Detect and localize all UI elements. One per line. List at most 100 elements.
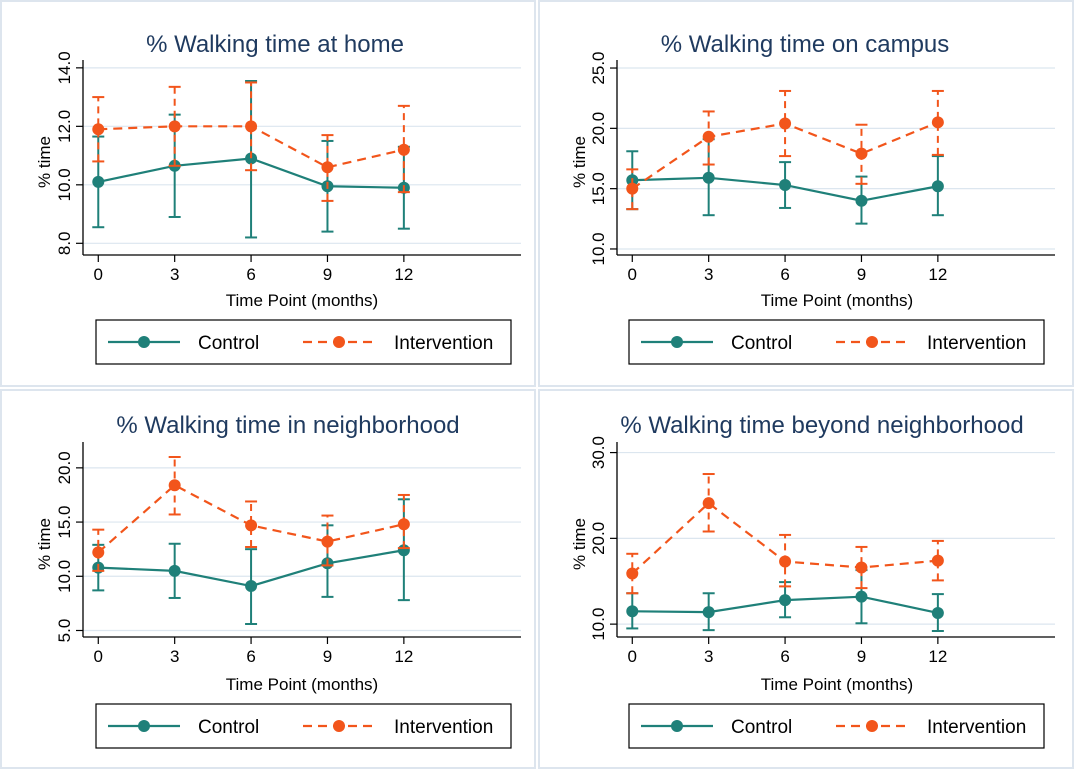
x-tick-label: 0 bbox=[628, 265, 637, 284]
legend-key-marker-intervention bbox=[866, 720, 878, 732]
legend-label-intervention: Intervention bbox=[927, 717, 1026, 738]
data-point bbox=[779, 594, 792, 607]
data-point bbox=[245, 152, 258, 165]
chart-title: % Walking time on campus bbox=[661, 31, 950, 58]
y-axis-label: % time bbox=[570, 518, 589, 570]
x-tick-label: 0 bbox=[94, 647, 103, 666]
y-tick-label: 15.0 bbox=[55, 506, 74, 539]
data-point bbox=[245, 580, 258, 593]
data-point bbox=[931, 554, 944, 567]
data-point bbox=[779, 179, 792, 192]
series-intervention bbox=[626, 473, 944, 595]
chart-title: % Walking time beyond neighborhood bbox=[620, 412, 1023, 439]
data-point bbox=[855, 561, 868, 574]
data-point bbox=[702, 606, 715, 619]
legend-key-marker-control bbox=[671, 720, 683, 732]
data-point bbox=[397, 143, 410, 156]
x-axis-label: Time Point (months) bbox=[226, 675, 378, 694]
x-tick-label: 0 bbox=[628, 647, 637, 666]
y-tick-label: 25.0 bbox=[589, 51, 608, 84]
data-point bbox=[321, 535, 334, 548]
legend-key-marker-control bbox=[138, 720, 150, 732]
y-tick-label: 8.0 bbox=[55, 231, 74, 255]
data-point bbox=[397, 518, 410, 531]
x-tick-label: 9 bbox=[323, 265, 332, 284]
legend-label-intervention: Intervention bbox=[394, 717, 493, 738]
y-axis-label: % time bbox=[35, 136, 54, 188]
legend: Control Intervention bbox=[628, 319, 1045, 365]
data-point bbox=[931, 116, 944, 129]
chart-title: % Walking time in neighborhood bbox=[116, 412, 459, 439]
y-tick-label: 10.0 bbox=[55, 168, 74, 201]
legend-key-marker-intervention bbox=[866, 336, 878, 348]
chart-panel-3: % Walking time in neighborhood 5.0 10.0 15.… bbox=[0, 389, 536, 769]
y-tick-label: 20.0 bbox=[589, 112, 608, 145]
x-tick-label: 9 bbox=[857, 647, 866, 666]
data-point bbox=[626, 182, 639, 195]
data-point bbox=[626, 567, 639, 580]
data-point bbox=[245, 120, 258, 133]
data-point bbox=[168, 564, 181, 577]
legend-label-control: Control bbox=[731, 717, 792, 738]
y-tick-label: 10.0 bbox=[55, 560, 74, 593]
series-intervention bbox=[92, 456, 410, 572]
legend-label-control: Control bbox=[731, 333, 792, 354]
data-point bbox=[855, 194, 868, 207]
x-tick-label: 9 bbox=[323, 647, 332, 666]
legend-key-marker-intervention bbox=[333, 336, 345, 348]
data-point bbox=[855, 590, 868, 603]
y-tick-label: 14.0 bbox=[55, 51, 74, 84]
legend-label-control: Control bbox=[198, 333, 259, 354]
x-tick-label: 12 bbox=[928, 265, 947, 284]
y-tick-label: 20.0 bbox=[55, 451, 74, 484]
series-intervention bbox=[92, 81, 410, 202]
y-tick-label: 10.0 bbox=[589, 232, 608, 265]
chart-panel-2: % Walking time on campus 10.0 15.0 20.0 25.0… bbox=[538, 0, 1074, 387]
x-tick-label: 9 bbox=[857, 265, 866, 284]
y-axis-label: % time bbox=[570, 136, 589, 188]
legend: Control Intervention bbox=[628, 703, 1045, 749]
y-tick-label: 10.0 bbox=[589, 608, 608, 641]
y-axis-label: % time bbox=[35, 518, 54, 570]
data-point bbox=[245, 519, 258, 532]
legend-key-marker-intervention bbox=[333, 720, 345, 732]
y-tick-label: 15.0 bbox=[589, 172, 608, 205]
x-tick-label: 6 bbox=[246, 265, 255, 284]
data-point bbox=[779, 117, 792, 130]
x-tick-label: 3 bbox=[704, 647, 713, 666]
legend: Control Intervention bbox=[95, 703, 512, 749]
data-point bbox=[92, 123, 105, 136]
x-tick-label: 6 bbox=[246, 647, 255, 666]
data-point bbox=[931, 180, 944, 193]
data-point bbox=[702, 171, 715, 184]
y-tick-label: 12.0 bbox=[55, 110, 74, 143]
data-point bbox=[168, 479, 181, 492]
legend-key-marker-control bbox=[671, 336, 683, 348]
legend: Control Intervention bbox=[95, 319, 512, 365]
x-tick-label: 0 bbox=[94, 265, 103, 284]
data-point bbox=[92, 546, 105, 559]
data-point bbox=[702, 130, 715, 143]
data-point bbox=[626, 605, 639, 618]
x-axis-label: Time Point (months) bbox=[761, 291, 913, 310]
series-intervention bbox=[626, 89, 944, 211]
y-tick-label: 30.0 bbox=[589, 436, 608, 469]
data-point bbox=[931, 606, 944, 619]
x-tick-label: 6 bbox=[780, 647, 789, 666]
x-tick-label: 3 bbox=[170, 265, 179, 284]
data-point bbox=[92, 175, 105, 188]
x-tick-label: 12 bbox=[394, 265, 413, 284]
legend-label-intervention: Intervention bbox=[927, 333, 1026, 354]
x-tick-label: 12 bbox=[928, 647, 947, 666]
chart-panel-1: % Walking time at home 8.0 10.0 12.0 14.0 0 3 6… bbox=[0, 0, 536, 387]
chart-title: % Walking time at home bbox=[146, 31, 404, 58]
x-tick-label: 3 bbox=[170, 647, 179, 666]
data-point bbox=[321, 161, 334, 174]
legend-key-marker-control bbox=[138, 336, 150, 348]
data-point bbox=[779, 555, 792, 568]
x-tick-label: 3 bbox=[704, 265, 713, 284]
y-tick-label: 5.0 bbox=[55, 619, 74, 643]
data-point bbox=[855, 147, 868, 160]
